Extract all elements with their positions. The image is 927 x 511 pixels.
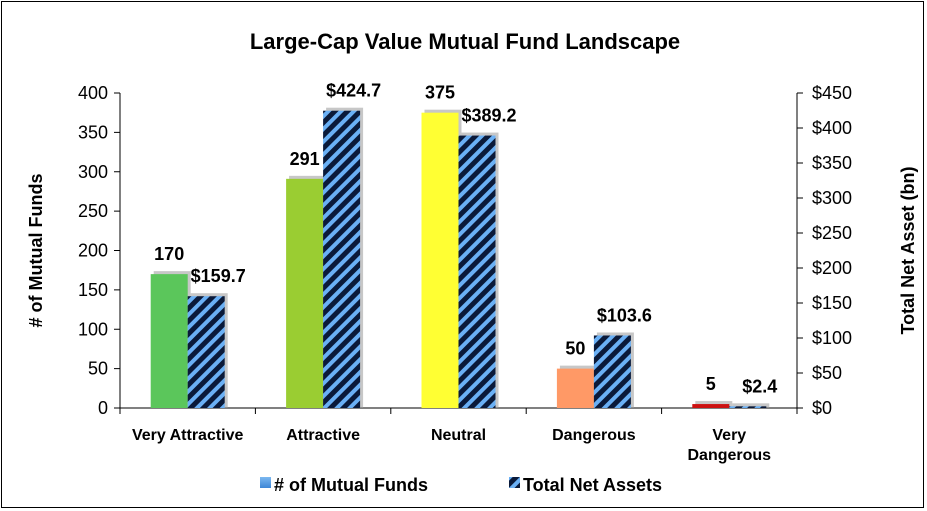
category-label: Attractive [286,427,360,444]
data-label-mutual-funds: 50 [565,339,585,359]
chart-title: Large-Cap Value Mutual Fund Landscape [250,29,680,54]
right-tick-label: $100 [812,328,852,348]
right-tick-label: $350 [812,153,852,173]
category-label: Very Attractive [132,427,244,444]
bar-mutual-funds [692,404,730,408]
category-label: Neutral [431,427,486,444]
right-tick-label: $0 [812,398,832,418]
category-label: Very [712,427,746,444]
legend-swatch-total-net-assets [509,477,520,488]
right-tick-label: $400 [812,118,852,138]
right-tick-label: $200 [812,258,852,278]
plot-area: 0 50 100 150 200 250 300 350 400 $0 $50 $100 $150 $20… [26,81,918,495]
category-label: Dangerous [552,427,636,444]
bar-mutual-funds [150,274,188,408]
data-label-total-net-assets: $159.7 [191,266,246,286]
left-tick-label: 200 [78,241,108,261]
legend-label-mutual-funds: # of Mutual Funds [274,475,428,495]
right-tick-label: $450 [812,83,852,103]
left-tick-label: 50 [88,359,108,379]
bar-total-net-assets [729,406,767,408]
y2-axis-title: Total Net Asset (bn) [898,166,918,334]
y-axis-title: # of Mutual Funds [26,174,46,328]
data-label-mutual-funds: 375 [425,83,455,103]
bar-total-net-assets [458,135,496,408]
left-tick-label: 350 [78,122,108,142]
data-label-mutual-funds: 291 [290,149,320,169]
data-label-total-net-assets: $2.4 [742,376,777,396]
left-tick-label: 150 [78,280,108,300]
data-label-mutual-funds: 5 [706,374,716,394]
data-label-total-net-assets: $103.6 [597,305,652,325]
left-tick-label: 300 [78,162,108,182]
data-label-mutual-funds: 170 [154,244,184,264]
left-tick-label: 100 [78,319,108,339]
right-tick-label: $300 [812,188,852,208]
legend-swatch-mutual-funds [260,477,271,488]
bar-total-net-assets [593,335,631,408]
category-label: Dangerous [688,447,772,464]
bar-mutual-funds [556,368,594,408]
legend-label-total-net-assets: Total Net Assets [523,475,662,495]
right-tick-label: $50 [812,363,842,383]
bar-mutual-funds [421,112,459,408]
left-tick-label: 400 [78,83,108,103]
left-tick-label: 250 [78,201,108,221]
left-tick-label: 0 [98,398,108,418]
bar-shadow [732,403,770,408]
bar-total-net-assets [187,296,225,408]
data-label-total-net-assets: $424.7 [326,81,381,101]
bar-mutual-funds [286,178,324,408]
bar-total-net-assets [323,110,361,409]
right-tick-label: $150 [812,293,852,313]
right-tick-label: $250 [812,223,852,243]
data-label-total-net-assets: $389.2 [461,106,516,126]
